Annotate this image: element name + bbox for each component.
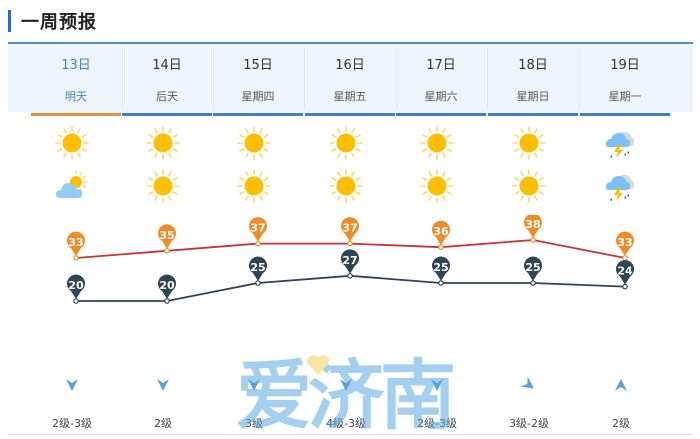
- day-underline: [396, 113, 486, 116]
- day-underline: [488, 113, 578, 116]
- temp-label: 37: [342, 222, 357, 235]
- day-date: 16日: [335, 58, 365, 73]
- tab-day-0[interactable]: 13日明天: [30, 44, 123, 116]
- temp-label: 20: [159, 279, 175, 292]
- temp-label: 33: [68, 236, 83, 249]
- tab-day-1[interactable]: 14日后天: [121, 44, 214, 116]
- day-label: 星期一: [608, 90, 642, 103]
- column-separator: [396, 48, 397, 108]
- day-underline: [31, 113, 121, 116]
- high-temp-marker: 33: [67, 231, 85, 261]
- wind-direction-icon: [614, 377, 628, 393]
- tab-day-4[interactable]: 17日星期六: [395, 44, 488, 116]
- wind-level: 4级-3级: [326, 417, 366, 430]
- day-underline: [305, 113, 395, 116]
- sunny-icon: [419, 168, 455, 204]
- high-temp-marker: 33: [616, 231, 634, 261]
- partly-cloudy-icon: [54, 168, 90, 204]
- column-separator: [122, 48, 123, 108]
- wind-level: 3级-2级: [509, 417, 549, 430]
- day-label: 后天: [156, 90, 178, 103]
- temp-label: 36: [433, 225, 449, 238]
- wind-level: 2级-3级: [52, 417, 92, 430]
- sunny-icon: [236, 168, 272, 204]
- high-temp-marker: 35: [158, 224, 176, 254]
- wind-level: 2级: [154, 417, 172, 430]
- thunderstorm-icon: [603, 168, 639, 204]
- wind-direction-icon: [520, 376, 536, 393]
- tab-day-5[interactable]: 18日星期日: [487, 44, 580, 116]
- day-label: 星期四: [241, 90, 275, 103]
- high-temp-marker: 37: [341, 217, 359, 247]
- tab-day-6[interactable]: 19日星期一: [579, 44, 671, 116]
- temp-label: 37: [250, 222, 265, 235]
- low-temp-marker: 24: [616, 260, 634, 290]
- temp-label: 25: [433, 261, 448, 274]
- sunny-icon: [328, 168, 364, 204]
- day-date: 17日: [426, 58, 456, 73]
- wind-direction-icon: [156, 377, 170, 393]
- temperature-chart: 33 20 35 20 37 25 37 27 36 25 38 25 33 24: [67, 215, 634, 304]
- temp-label: 38: [525, 218, 540, 231]
- wind-level: 2级-3级: [417, 417, 457, 430]
- temp-label: 20: [68, 279, 84, 292]
- day-date: 15日: [243, 58, 273, 73]
- day-label: 星期五: [333, 90, 367, 103]
- high-temp-marker: 36: [432, 220, 450, 251]
- temp-label: 25: [525, 261, 540, 274]
- wind-direction-icon: [247, 377, 261, 393]
- sunny-icon: [511, 168, 547, 204]
- sunny-icon: [511, 125, 547, 161]
- temp-label: 27: [342, 254, 357, 267]
- temp-label: 35: [159, 229, 174, 242]
- low-temp-marker: 25: [524, 256, 542, 286]
- day-date: 14日: [152, 58, 182, 73]
- sunny-icon: [145, 125, 181, 161]
- day-date: 18日: [518, 58, 548, 73]
- wind-level: 2级: [612, 417, 630, 430]
- wind-level: 3级: [245, 417, 263, 430]
- sunny-icon: [145, 168, 181, 204]
- sunny-icon: [54, 125, 90, 161]
- title-accent-bar: [8, 10, 11, 32]
- day-underline: [580, 113, 670, 116]
- tab-day-3[interactable]: 16日星期五: [304, 44, 397, 116]
- low-temp-marker: 20: [158, 274, 176, 304]
- section-title: 一周预报: [21, 12, 97, 33]
- low-temp-marker: 25: [432, 256, 450, 286]
- night-weather-icons: [0, 168, 700, 204]
- wind-direction-icon: [65, 377, 79, 393]
- day-date: 13日: [61, 58, 91, 73]
- sunny-icon: [419, 125, 455, 161]
- day-underline: [122, 113, 212, 116]
- day-underline: [213, 113, 303, 116]
- temp-label: 24: [617, 265, 633, 278]
- temp-label: 33: [617, 236, 632, 249]
- sunny-icon: [328, 125, 364, 161]
- column-separator: [579, 48, 580, 108]
- high-temp-marker: 37: [249, 217, 267, 247]
- day-tabs: 13日 明天 14日 后天 15日 星期四 16日 星期五 17日 星期六 18日 星期日 19日 星期一: [8, 42, 693, 116]
- thunderstorm-icon: [603, 125, 639, 161]
- wind-direction-icon: [430, 377, 444, 393]
- day-date: 19日: [610, 58, 640, 73]
- day-label: 星期六: [424, 90, 458, 103]
- column-separator: [213, 48, 214, 108]
- column-separator: [304, 48, 305, 108]
- day-weather-icons: [0, 125, 700, 161]
- tab-day-2[interactable]: 15日星期四: [212, 44, 305, 116]
- day-label: 星期日: [516, 90, 550, 103]
- sunny-icon: [236, 125, 272, 161]
- column-separator: [487, 48, 488, 108]
- wind-direction-icon: [339, 377, 353, 393]
- heart-icon: [307, 355, 329, 375]
- temp-label: 25: [250, 261, 265, 274]
- low-temp-marker: 25: [249, 256, 267, 286]
- day-label: 明天: [65, 90, 87, 103]
- low-temp-marker: 20: [67, 274, 85, 304]
- low-temp-marker: 27: [341, 249, 359, 279]
- high-temp-marker: 38: [524, 215, 542, 243]
- divider: [8, 434, 693, 435]
- section-header: 一周预报: [8, 8, 97, 34]
